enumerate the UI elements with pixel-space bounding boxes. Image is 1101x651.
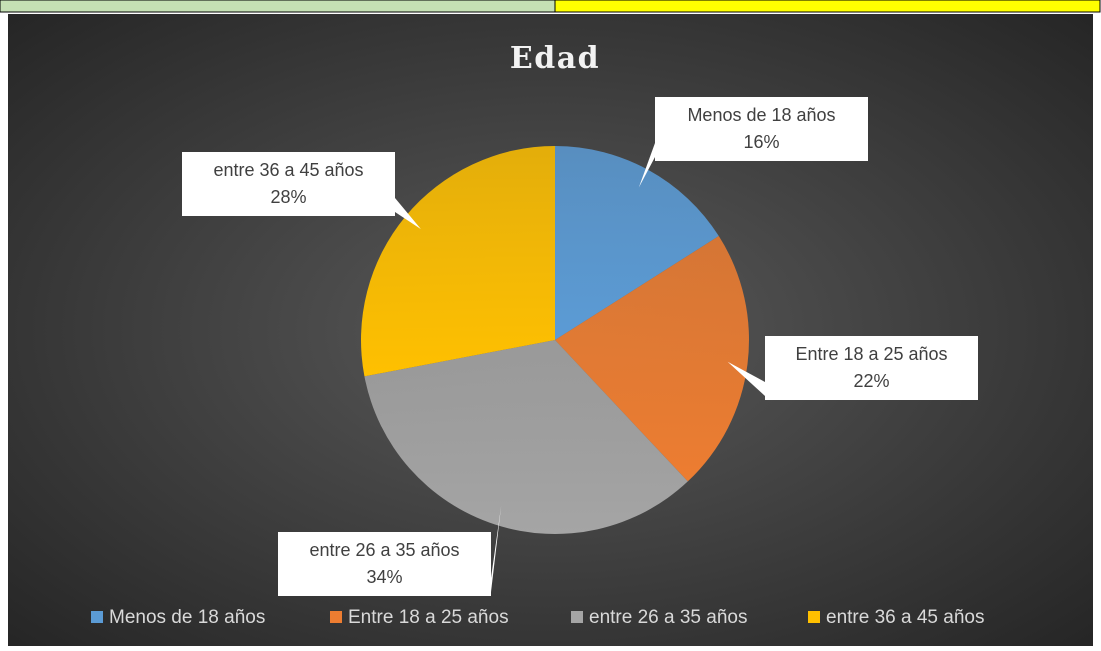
legend-swatch [808, 611, 820, 623]
label-pointer [638, 143, 655, 188]
label-category: Menos de 18 años [687, 105, 835, 125]
legend-swatch [330, 611, 342, 623]
data-labels: Menos de 18 años 16% Entre 18 a 25 años 22%… [182, 97, 978, 596]
label-category: Entre 18 a 25 años [795, 344, 947, 364]
label-value: 22% [853, 371, 889, 391]
pie-slice [360, 146, 555, 377]
pie [360, 146, 749, 534]
legend-label: entre 26 a 35 años [589, 607, 747, 628]
legend-label: entre 36 a 45 años [826, 607, 984, 628]
label-value: 16% [743, 132, 779, 152]
top-cell [0, 0, 556, 13]
label-category: entre 26 a 35 años [309, 540, 459, 560]
label-value: 28% [270, 187, 306, 207]
chart-title: Edad [510, 41, 600, 76]
label-pointer [491, 505, 502, 592]
pie-slice [364, 340, 688, 534]
pie-slice [555, 146, 719, 340]
pie-slice [555, 236, 749, 482]
legend: Menos de 18 años Entre 18 a 25 años entre … [91, 607, 984, 628]
legend-swatch [571, 611, 583, 623]
label-box [655, 97, 868, 161]
label-category: entre 36 a 45 años [213, 160, 363, 180]
legend-label: Menos de 18 años [109, 607, 265, 628]
legend-label: Entre 18 a 25 años [348, 607, 509, 628]
label-pointer [395, 198, 421, 230]
label-box [182, 152, 395, 216]
label-pointer [727, 361, 765, 396]
label-value: 34% [366, 567, 402, 587]
label-box [765, 336, 978, 400]
top-cell [554, 0, 1101, 13]
label-box [278, 532, 491, 596]
legend-swatch [91, 611, 103, 623]
